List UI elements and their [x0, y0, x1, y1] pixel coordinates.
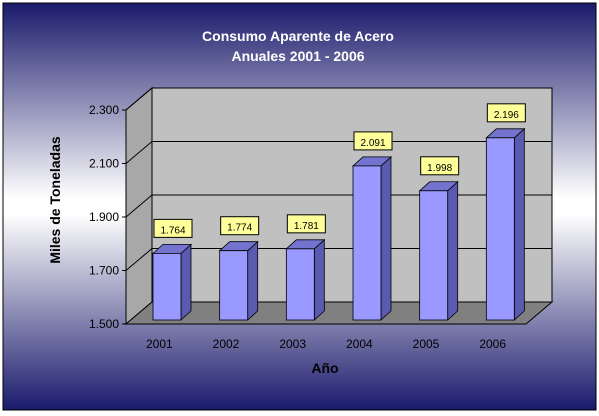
data-label-text: 1.781	[294, 221, 319, 232]
data-label-box	[220, 216, 260, 236]
chart-subtitle: Anuales 2001 - 2006	[231, 48, 364, 64]
bar-front	[352, 165, 382, 321]
x-tick-label: 2005	[413, 337, 440, 351]
y-axis-ticks: 1.500 1.700 1.900 2.100 2.300	[89, 103, 126, 331]
bar-side	[380, 156, 392, 321]
gridline-side	[125, 248, 153, 271]
bars: 1.764 1.774 1.781 2.091 1.998 2.196	[151, 103, 526, 321]
gridlines	[125, 87, 552, 271]
data-label-text: 1.774	[227, 223, 252, 234]
data-label-box	[353, 131, 393, 151]
x-axis-label: Año	[311, 360, 338, 376]
bar-side	[313, 238, 325, 321]
gridline-side	[125, 194, 153, 218]
y-tick-label: 2.100	[89, 157, 119, 171]
data-label: 1.774	[220, 216, 260, 236]
bar-front	[285, 248, 315, 321]
x-tick-label: 2001	[146, 337, 173, 351]
data-label-box	[153, 218, 193, 238]
x-tick-label: 2003	[279, 337, 306, 351]
x-tick-label: 2002	[213, 337, 240, 351]
data-label-text: 2.091	[360, 138, 385, 149]
data-label-text: 2.196	[494, 110, 519, 121]
data-label: 2.091	[353, 131, 393, 151]
bar-side	[447, 180, 459, 321]
data-label: 1.998	[420, 156, 460, 176]
gridline-side	[125, 141, 153, 164]
x-tick-label: 2006	[479, 337, 506, 351]
gridline-side	[125, 87, 153, 111]
y-tick-label: 1.700	[89, 264, 119, 278]
bar-side	[513, 127, 525, 321]
data-label-box	[486, 103, 526, 123]
data-label: 1.764	[153, 218, 193, 238]
x-tick-label: 2004	[346, 337, 373, 351]
bar-2001: 1.764	[151, 218, 193, 321]
bar-side	[180, 243, 192, 321]
bar-front	[419, 190, 449, 321]
data-label-text: 1.764	[160, 225, 185, 236]
y-tick-label: 2.300	[89, 103, 119, 117]
bar-2002: 1.774	[218, 216, 260, 321]
data-label: 2.196	[486, 103, 526, 123]
bar-front	[152, 252, 182, 321]
bar-front	[219, 250, 249, 321]
y-axis-label: Miles de Toneladas	[47, 136, 63, 264]
bar-2003: 1.781	[285, 214, 326, 321]
data-label-box	[286, 214, 326, 234]
chart-title: Consumo Aparente de Acero	[202, 28, 394, 44]
bar-2006: 2.196	[485, 103, 526, 321]
y-tick-label: 1.900	[89, 210, 119, 224]
bar-front	[485, 137, 515, 321]
data-label: 1.781	[286, 214, 326, 234]
bar-side	[247, 240, 259, 321]
data-label-box	[420, 156, 460, 176]
x-axis-ticks: 2001 2002 2003 2004 2005 2006	[146, 337, 506, 351]
bar-2005: 1.998	[418, 156, 460, 321]
data-label-text: 1.998	[427, 163, 452, 174]
y-tick-label: 1.500	[89, 317, 119, 331]
bar-2004: 2.091	[351, 131, 393, 321]
